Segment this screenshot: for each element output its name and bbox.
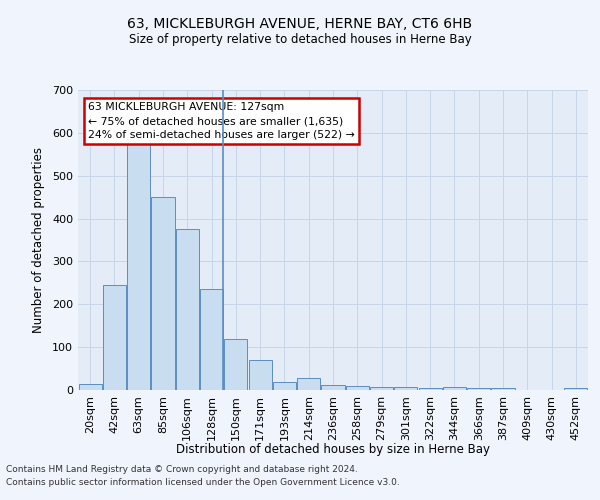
Bar [467, 388, 490, 390]
Bar [346, 386, 369, 390]
Text: 63, MICKLEBURGH AVENUE, HERNE BAY, CT6 6HB: 63, MICKLEBURGH AVENUE, HERNE BAY, CT6 6… [127, 18, 473, 32]
Bar [297, 378, 320, 390]
Text: 63 MICKLEBURGH AVENUE: 127sqm
← 75% of detached houses are smaller (1,635)
24% o: 63 MICKLEBURGH AVENUE: 127sqm ← 75% of d… [88, 102, 355, 140]
Bar [565, 388, 587, 390]
Bar [370, 386, 393, 390]
Text: Contains public sector information licensed under the Open Government Licence v3: Contains public sector information licen… [6, 478, 400, 487]
Bar [79, 384, 101, 390]
Bar [127, 137, 150, 390]
Bar [151, 197, 175, 390]
Bar [394, 386, 418, 390]
Text: Distribution of detached houses by size in Herne Bay: Distribution of detached houses by size … [176, 442, 490, 456]
Bar [224, 338, 247, 390]
Bar [248, 360, 272, 390]
Text: Contains HM Land Registry data © Crown copyright and database right 2024.: Contains HM Land Registry data © Crown c… [6, 466, 358, 474]
Text: Size of property relative to detached houses in Herne Bay: Size of property relative to detached ho… [128, 32, 472, 46]
Bar [322, 385, 344, 390]
Bar [176, 230, 199, 390]
Y-axis label: Number of detached properties: Number of detached properties [32, 147, 45, 333]
Bar [419, 388, 442, 390]
Bar [491, 388, 515, 390]
Bar [273, 382, 296, 390]
Bar [103, 285, 126, 390]
Bar [200, 290, 223, 390]
Bar [443, 388, 466, 390]
